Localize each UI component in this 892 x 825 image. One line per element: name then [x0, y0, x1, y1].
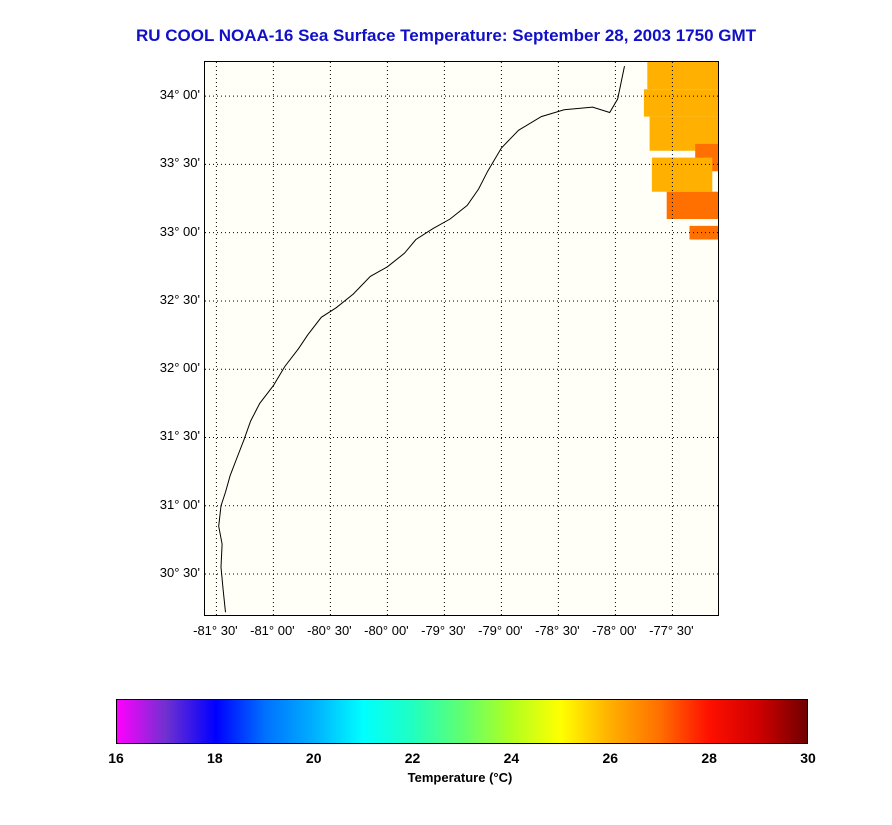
latitude-tick-label: 34° 00' — [159, 87, 200, 103]
colorbar-tick-label: 18 — [207, 750, 223, 766]
colorbar-tick-label: 30 — [800, 750, 816, 766]
sst-patch — [666, 191, 718, 220]
colorbar-tick-label: 20 — [305, 750, 322, 766]
grid-layer — [205, 62, 718, 615]
chart-title: RU COOL NOAA-16 Sea Surface Temperature:… — [135, 26, 757, 45]
coastline — [218, 65, 625, 613]
sst-patch — [689, 225, 718, 240]
map-svg — [205, 62, 718, 615]
latitude-tick-label: 31° 30' — [159, 428, 200, 444]
colorbar-tick-label: 24 — [503, 750, 520, 766]
longitude-tick-label: -80° 00' — [364, 623, 409, 638]
latitude-tick-label: 31° 00' — [159, 496, 200, 512]
colorbar — [116, 699, 808, 744]
sst-layer — [643, 62, 718, 240]
colorbar-label: Temperature (°C) — [407, 770, 513, 785]
sst-patch — [647, 62, 718, 90]
longitude-tick-label: -78° 30' — [535, 623, 580, 638]
longitude-tick-label: -79° 30' — [421, 623, 466, 638]
longitude-tick-label: -79° 00' — [478, 623, 523, 638]
colorbar-tick-label: 22 — [404, 750, 421, 766]
latitude-tick-label: 33° 00' — [159, 223, 200, 239]
colorbar-tick-label: 28 — [701, 750, 717, 766]
latitude-tick-label: 32° 00' — [159, 360, 200, 376]
map-plot-area — [204, 61, 719, 616]
sst-patch — [651, 157, 713, 192]
sst-patch — [643, 89, 718, 117]
colorbar-tick-label: 26 — [602, 750, 619, 766]
colorbar-tick-label: 16 — [108, 750, 124, 766]
longitude-tick-label: -81° 00' — [250, 623, 295, 638]
longitude-tick-label: -80° 30' — [307, 623, 352, 638]
longitude-tick-label: -81° 30' — [193, 623, 238, 638]
latitude-tick-label: 30° 30' — [159, 565, 200, 581]
longitude-tick-label: -78° 00' — [592, 623, 637, 638]
latitude-tick-label: 32° 30' — [159, 291, 200, 307]
latitude-tick-label: 33° 30' — [159, 155, 200, 171]
longitude-tick-label: -77° 30' — [649, 623, 694, 638]
